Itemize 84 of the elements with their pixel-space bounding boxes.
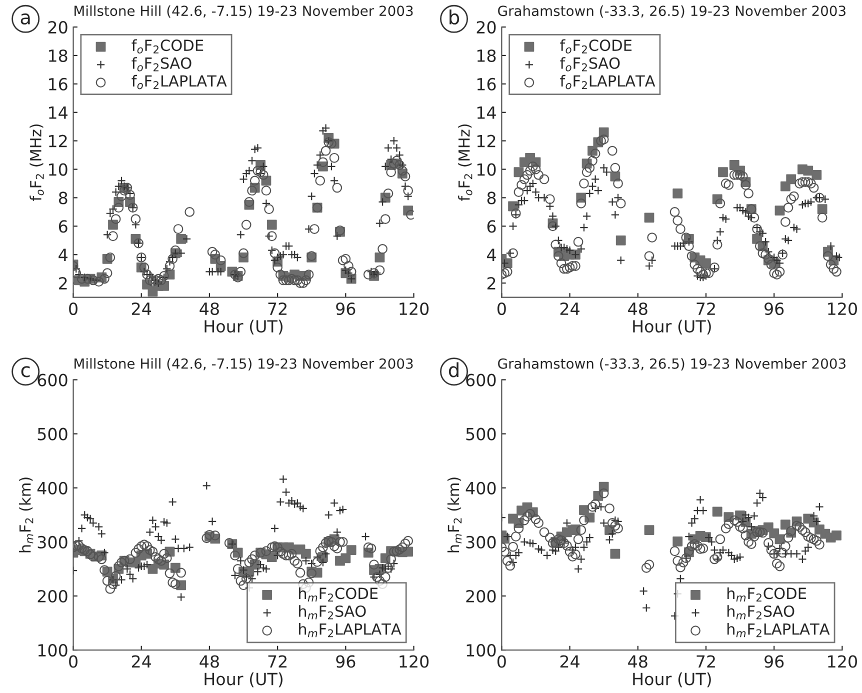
y-tick-label: 16 (49, 78, 68, 90)
text: d (448, 362, 458, 378)
legend-label: f$_{o}$F$_{2}$CODE (132, 39, 204, 54)
x-tick-label: 96 (764, 302, 784, 316)
y-tick-label: 16 (477, 78, 496, 90)
y-tick-label: 8 (58, 192, 68, 204)
x-tick-label: 24 (560, 655, 580, 668)
y-tick-label: 300 (38, 536, 68, 548)
y-tick-label: 20 (476, 20, 496, 34)
y-tick-label: 10 (477, 163, 496, 176)
y-tick-label: 2 (487, 277, 496, 290)
y-axis-title: h$_{m}$F$_{2}$ (km) (447, 478, 462, 552)
x-axis-title: Hour (UT) (633, 672, 711, 688)
y-tick-label: 400 (37, 482, 68, 494)
x-tick-label: 96 (764, 655, 784, 668)
y-axis-title: f$_{o}$F$_{2}$ (MHz) (458, 124, 472, 201)
legend-label: h$_{m}$F$_{2}$SAO (299, 605, 366, 620)
x-axis-title: Hour (UT) (633, 320, 711, 335)
y-tick-label: 14 (49, 106, 68, 119)
y-tick-label: 10 (49, 163, 68, 176)
y-tick-label: 100 (466, 644, 496, 657)
x-axis-title: Hour (UT) (204, 320, 282, 335)
y-tick-label: 6 (58, 220, 68, 233)
legend-label: h$_{m}$F$_{2}$CODE (727, 587, 806, 602)
y-tick-label: 12 (477, 134, 496, 148)
y-tick-label: 600 (38, 374, 68, 386)
x-tick-label: 72 (268, 302, 286, 315)
y-tick-label: 18 (477, 49, 496, 62)
x-tick-label: 72 (268, 655, 286, 668)
x-tick-label: 24 (132, 302, 152, 315)
y-tick-label: 400 (466, 482, 496, 494)
legend-label: f$_{o}$F$_{2}$LAPLATA (560, 74, 656, 90)
text: a (20, 13, 30, 25)
x-tick-label: 0 (497, 655, 506, 668)
chart-title: Grahamstown (-33.3, 26.5) 19-23 November 2003 (498, 358, 846, 370)
y-tick-label: 20 (48, 20, 68, 34)
x-tick-label: 48 (200, 655, 219, 668)
legend-label: f$_{o}$F$_{2}$CODE (560, 39, 632, 54)
y-tick-label: 500 (466, 428, 496, 440)
x-tick-label: 96 (336, 302, 356, 316)
y-tick-label: 100 (38, 644, 68, 657)
legend-label: f$_{o}$F$_{2}$SAO (560, 57, 620, 72)
legend-label: f$_{o}$F$_{2}$SAO (132, 57, 192, 72)
legend-label: f$_{o}$F$_{2}$LAPLATA (132, 74, 227, 90)
legend-label: h$_{m}$F$_{2}$CODE (299, 587, 378, 602)
chart-title: Grahamstown (-33.3, 26.5) 19-23 November 2003 (498, 5, 846, 18)
y-tick-label: 4 (487, 248, 496, 261)
legend-label: h$_{m}$F$_{2}$LAPLATA (299, 623, 402, 638)
x-tick-label: 24 (132, 655, 152, 668)
y-tick-label: 18 (49, 49, 68, 62)
y-tick-label: 300 (466, 536, 496, 548)
y-tick-label: 12 (49, 134, 67, 148)
x-tick-label: 120 (400, 302, 429, 316)
x-tick-label: 48 (628, 655, 648, 668)
x-tick-label: 72 (696, 302, 715, 315)
x-tick-label: 24 (560, 302, 580, 315)
y-tick-label: 600 (466, 374, 496, 386)
x-tick-label: 48 (200, 302, 219, 316)
x-tick-label: 72 (696, 655, 715, 668)
chart-title: Millstone Hill (42.6, -7.15) 19-23 November 2003 (74, 5, 413, 18)
y-tick-label: 8 (487, 192, 496, 204)
legend-label: h$_{m}$F$_{2}$LAPLATA (727, 623, 830, 638)
y-tick-label: 6 (487, 220, 496, 233)
text: c (21, 366, 30, 378)
y-axis-title: f$_{o}$F$_{2}$ (MHz) (30, 124, 44, 201)
x-tick-label: 120 (828, 302, 857, 316)
y-tick-label: 2 (59, 277, 67, 290)
x-tick-label: 0 (497, 302, 506, 316)
x-tick-label: 0 (69, 302, 78, 316)
y-tick-label: 4 (58, 248, 68, 261)
chart-title: Millstone Hill (42.6, -7.15) 19-23 November 2003 (74, 358, 413, 370)
x-tick-label: 0 (69, 655, 78, 668)
legend-label: h$_{m}$F$_{2}$SAO (727, 605, 794, 620)
x-axis-title: Hour (UT) (204, 672, 282, 688)
y-tick-label: 14 (477, 106, 496, 119)
y-tick-label: 500 (38, 428, 68, 440)
y-axis-title: h$_{m}$F$_{2}$ (km) (19, 478, 34, 552)
text: b (450, 10, 460, 25)
x-tick-label: 120 (400, 655, 429, 668)
y-tick-label: 200 (38, 590, 68, 603)
x-tick-label: 96 (336, 655, 356, 668)
x-tick-label: 120 (828, 655, 857, 668)
y-tick-label: 200 (466, 590, 496, 603)
x-tick-label: 48 (628, 302, 648, 316)
